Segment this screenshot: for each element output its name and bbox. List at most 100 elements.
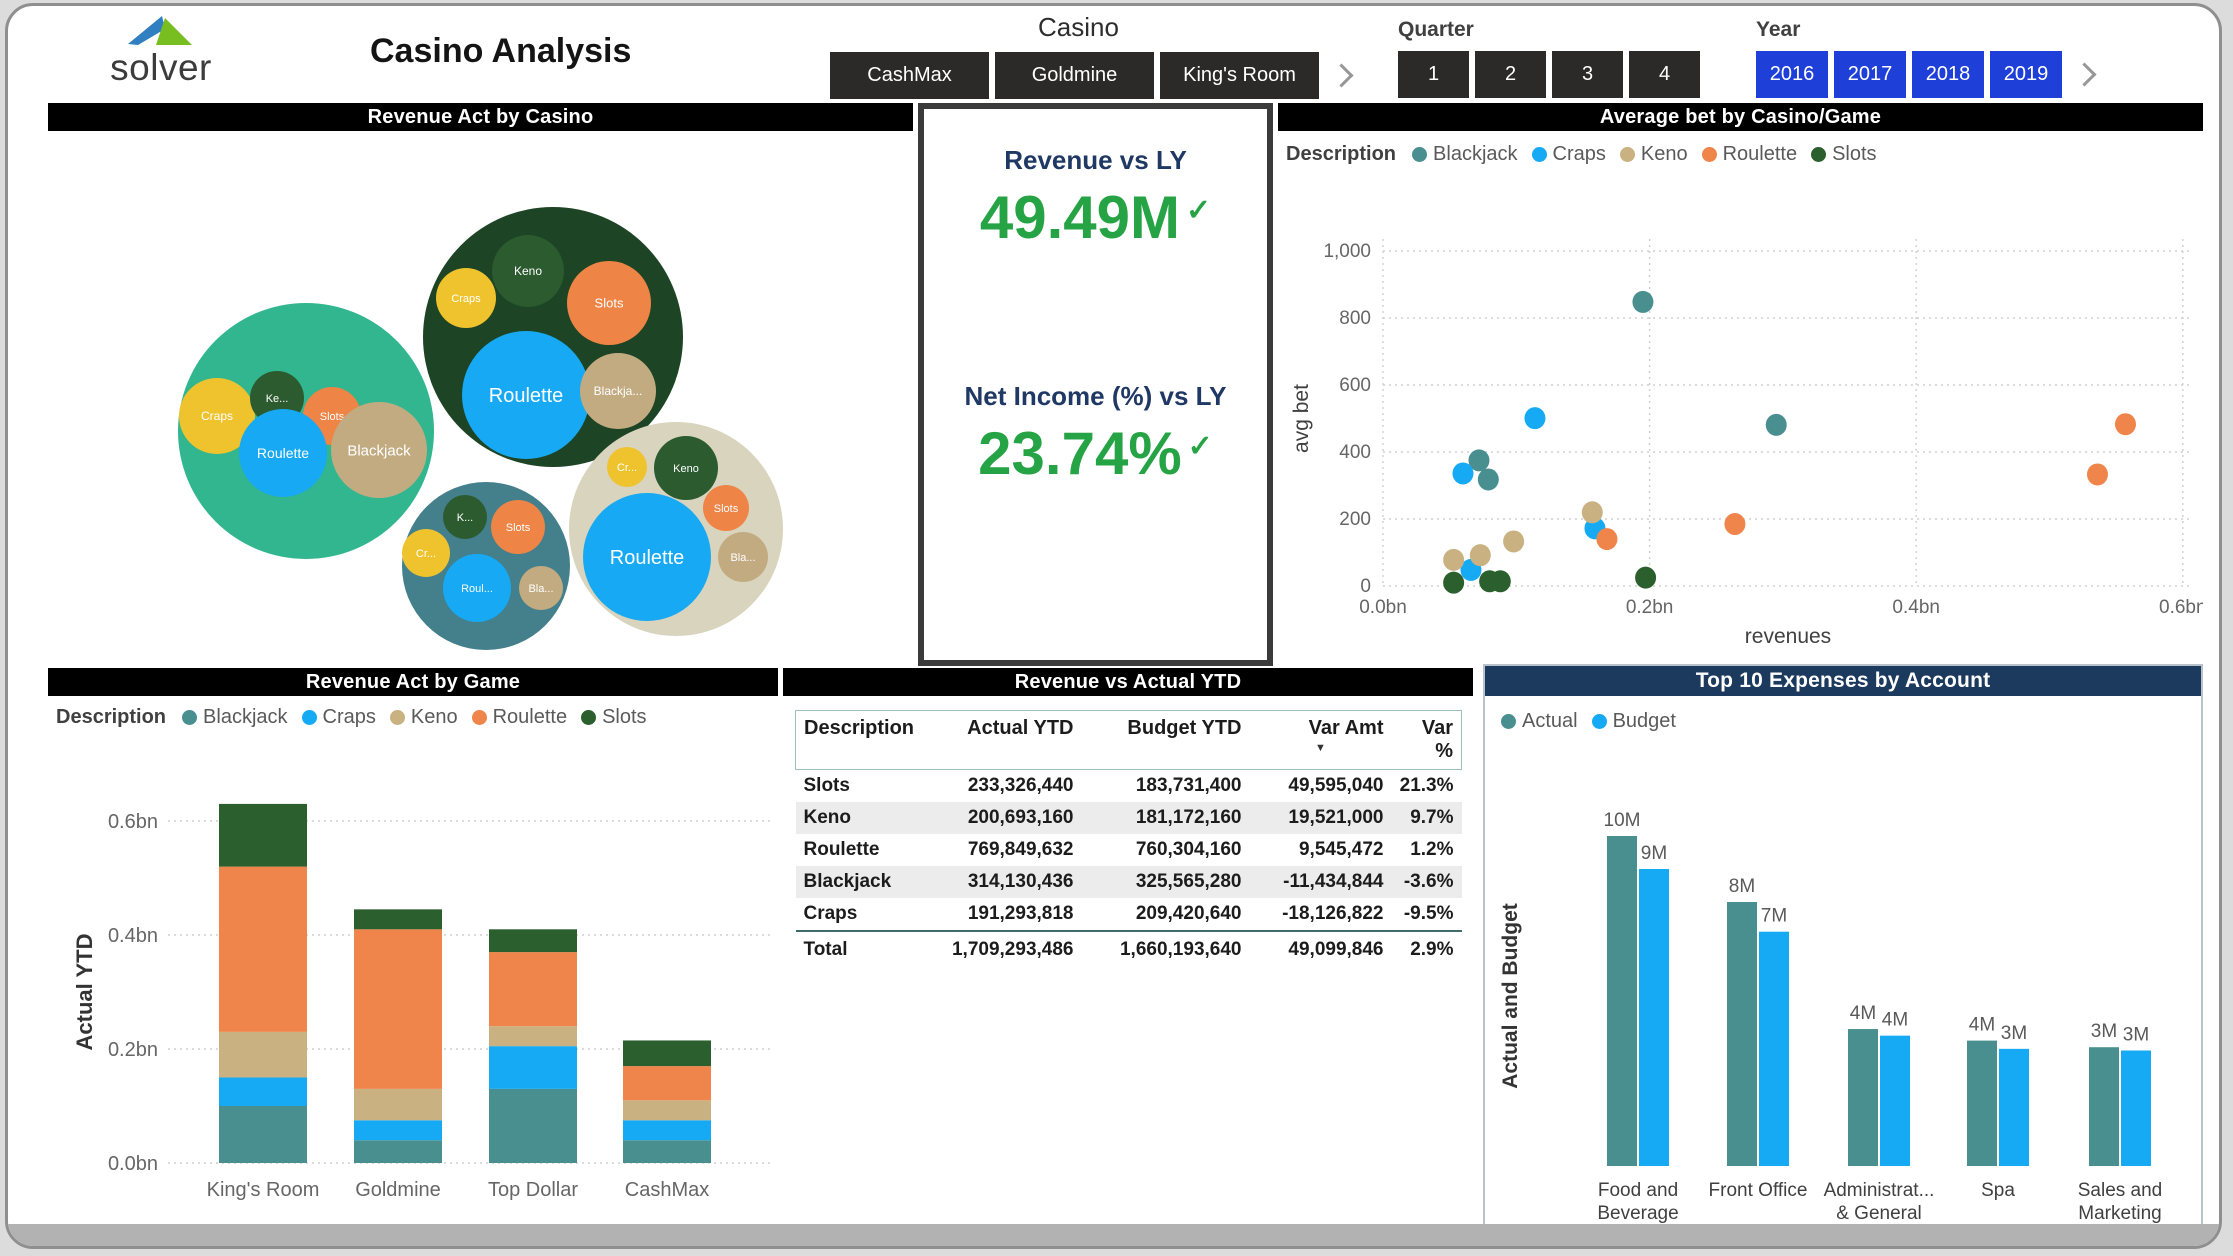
bar-segment-slots-goldmine[interactable] [354, 909, 442, 930]
scatter-point-craps[interactable] [1524, 407, 1546, 430]
bubble-game-keno[interactable] [654, 436, 718, 500]
scatter-point-slots[interactable] [1489, 570, 1511, 593]
legend-item-keno[interactable]: Keno [1619, 143, 1688, 166]
bar-segment-keno-goldmine[interactable] [354, 1088, 442, 1121]
legend-item-craps[interactable]: Craps [301, 706, 376, 729]
bubble-game-blackjack[interactable] [331, 402, 427, 498]
slicer-year-option-2016[interactable]: 2016 [1756, 51, 1828, 98]
legend-item-blackjack[interactable]: Blackjack [182, 706, 288, 729]
table-header-var[interactable]: Var % [1391, 710, 1462, 770]
bar-segment-keno-cashmax[interactable] [623, 1100, 711, 1121]
slicer-casino-option-king-s-room[interactable]: King's Room [1160, 52, 1319, 99]
table-header-var-amt[interactable]: Var Amt ▼ [1249, 710, 1392, 770]
slicer-quarter-option-3[interactable]: 3 [1552, 51, 1623, 98]
slicer-casino-option-cashmax[interactable]: CashMax [830, 52, 989, 99]
bubble-game-keno[interactable] [492, 235, 564, 307]
bubble-game-craps[interactable] [179, 378, 255, 454]
bar-segment-roulette-cashmax[interactable] [623, 1066, 711, 1101]
scatter-point-keno[interactable] [1581, 501, 1603, 524]
scatter-point-roulette[interactable] [1596, 528, 1618, 551]
bar-segment-craps-goldmine[interactable] [354, 1120, 442, 1141]
table-header-description[interactable]: Description [795, 710, 924, 770]
bubble-game-bla[interactable] [519, 566, 563, 610]
bar-segment-blackjack-king-s-room[interactable] [219, 1106, 307, 1163]
bar-segment-slots-king-s-room[interactable] [219, 803, 307, 867]
bubble-game-cr[interactable] [607, 447, 647, 487]
table-header-budget-ytd[interactable]: Budget YTD [1081, 710, 1250, 770]
slicer-year-option-2017[interactable]: 2017 [1834, 51, 1906, 98]
table-row-slots[interactable]: Slots 233,326,440 183,731,400 49,595,040 21.… [796, 770, 1462, 803]
bar-actual-sales-and[interactable] [2089, 1047, 2119, 1166]
table-row-roulette[interactable]: Roulette 769,849,632 760,304,160 9,545,472 1… [796, 834, 1462, 866]
bar-segment-roulette-top-dollar[interactable] [489, 952, 577, 1027]
legend-item-budget[interactable]: Budget [1591, 710, 1676, 733]
scatter-point-slots[interactable] [1635, 566, 1657, 589]
bubble-game-roulette[interactable] [462, 331, 590, 459]
scatter-point-keno[interactable] [1469, 544, 1491, 567]
bar-segment-slots-cashmax[interactable] [623, 1040, 711, 1067]
bubble-game-slots[interactable] [703, 485, 749, 531]
legend-item-actual[interactable]: Actual [1501, 710, 1578, 733]
casino-next-icon[interactable] [1329, 63, 1354, 88]
bubble-game-craps[interactable] [436, 268, 496, 328]
scatter-point-keno[interactable] [1503, 530, 1525, 553]
slicer-quarter-option-4[interactable]: 4 [1629, 51, 1700, 98]
bar-segment-roulette-goldmine[interactable] [354, 929, 442, 1089]
bar-actual-front-office[interactable] [1727, 902, 1757, 1166]
table-row-keno[interactable]: Keno 200,693,160 181,172,160 19,521,000 9.7% [795, 802, 1462, 834]
bubble-game-slots[interactable] [567, 261, 651, 345]
bar-segment-blackjack-goldmine[interactable] [354, 1140, 442, 1163]
scatter-point-blackjack[interactable] [1765, 413, 1787, 436]
bar-segment-slots-top-dollar[interactable] [489, 929, 577, 953]
legend-item-keno[interactable]: Keno [389, 706, 458, 729]
scatter-point-blackjack[interactable] [1477, 468, 1499, 491]
slicer-year-option-2018[interactable]: 2018 [1912, 51, 1984, 98]
slicer-casino-option-goldmine[interactable]: Goldmine [995, 52, 1154, 99]
bar-segment-craps-king-s-room[interactable] [219, 1077, 307, 1107]
scatter-point-blackjack[interactable] [1632, 290, 1654, 313]
table-row-blackjack[interactable]: Blackjack 314,130,436 325,565,280 -11,434,8… [795, 866, 1462, 898]
bar-budget-sales-and[interactable] [2121, 1050, 2151, 1167]
bubble-game-roul[interactable] [443, 554, 511, 622]
bubble-game-bla[interactable] [718, 532, 768, 582]
legend-item-slots[interactable]: Slots [1811, 143, 1877, 166]
legend-item-roulette[interactable]: Roulette [471, 706, 567, 729]
slicer-quarter-option-1[interactable]: 1 [1398, 51, 1469, 98]
bubble-game-roulette[interactable] [239, 409, 327, 497]
bar-budget-food-and[interactable] [1639, 869, 1669, 1166]
scatter-point-blackjack[interactable] [1468, 449, 1490, 472]
bar-actual-spa[interactable] [1967, 1040, 1997, 1166]
bar-actual-food-and[interactable] [1607, 836, 1637, 1166]
table-header-actual-ytd[interactable]: Actual YTD [923, 710, 1082, 770]
bar-segment-roulette-king-s-room[interactable] [219, 866, 307, 1032]
bar-segment-keno-king-s-room[interactable] [219, 1031, 307, 1078]
slicer-year-option-2019[interactable]: 2019 [1990, 51, 2062, 98]
legend-item-roulette[interactable]: Roulette [1701, 143, 1797, 166]
scatter-point-roulette[interactable] [2086, 463, 2108, 486]
bar-segment-blackjack-top-dollar[interactable] [489, 1088, 577, 1163]
legend-item-blackjack[interactable]: Blackjack [1412, 143, 1518, 166]
bubble-game-k[interactable] [443, 495, 487, 539]
year-next-icon[interactable] [2072, 62, 2097, 87]
bubble-game-roulette[interactable] [583, 493, 711, 621]
scatter-point-craps[interactable] [1452, 462, 1474, 485]
bubble-game-cr[interactable] [402, 529, 450, 577]
bubble-game-blackja[interactable] [580, 353, 656, 429]
bar-segment-craps-cashmax[interactable] [623, 1120, 711, 1141]
table-row-craps[interactable]: Craps 191,293,818 209,420,640 -18,126,822 -9… [796, 898, 1462, 931]
bar-segment-blackjack-cashmax[interactable] [623, 1140, 711, 1163]
bar-budget-administrat[interactable] [1880, 1035, 1910, 1166]
bar-segment-craps-top-dollar[interactable] [489, 1046, 577, 1089]
legend-item-slots[interactable]: Slots [581, 706, 647, 729]
bar-segment-keno-top-dollar[interactable] [489, 1026, 577, 1047]
bubble-game-slots[interactable] [491, 500, 545, 554]
scatter-point-roulette[interactable] [2114, 413, 2136, 436]
scatter-point-roulette[interactable] [1724, 513, 1746, 536]
bar-budget-front-office[interactable] [1759, 931, 1789, 1166]
slicer-quarter-option-2[interactable]: 2 [1475, 51, 1546, 98]
bar-actual-administrat[interactable] [1848, 1029, 1878, 1166]
bar-budget-spa[interactable] [1999, 1048, 2029, 1166]
scatter-point-slots[interactable] [1443, 571, 1465, 594]
legend-item-craps[interactable]: Craps [1531, 143, 1606, 166]
scatter-point-keno[interactable] [1443, 548, 1465, 571]
